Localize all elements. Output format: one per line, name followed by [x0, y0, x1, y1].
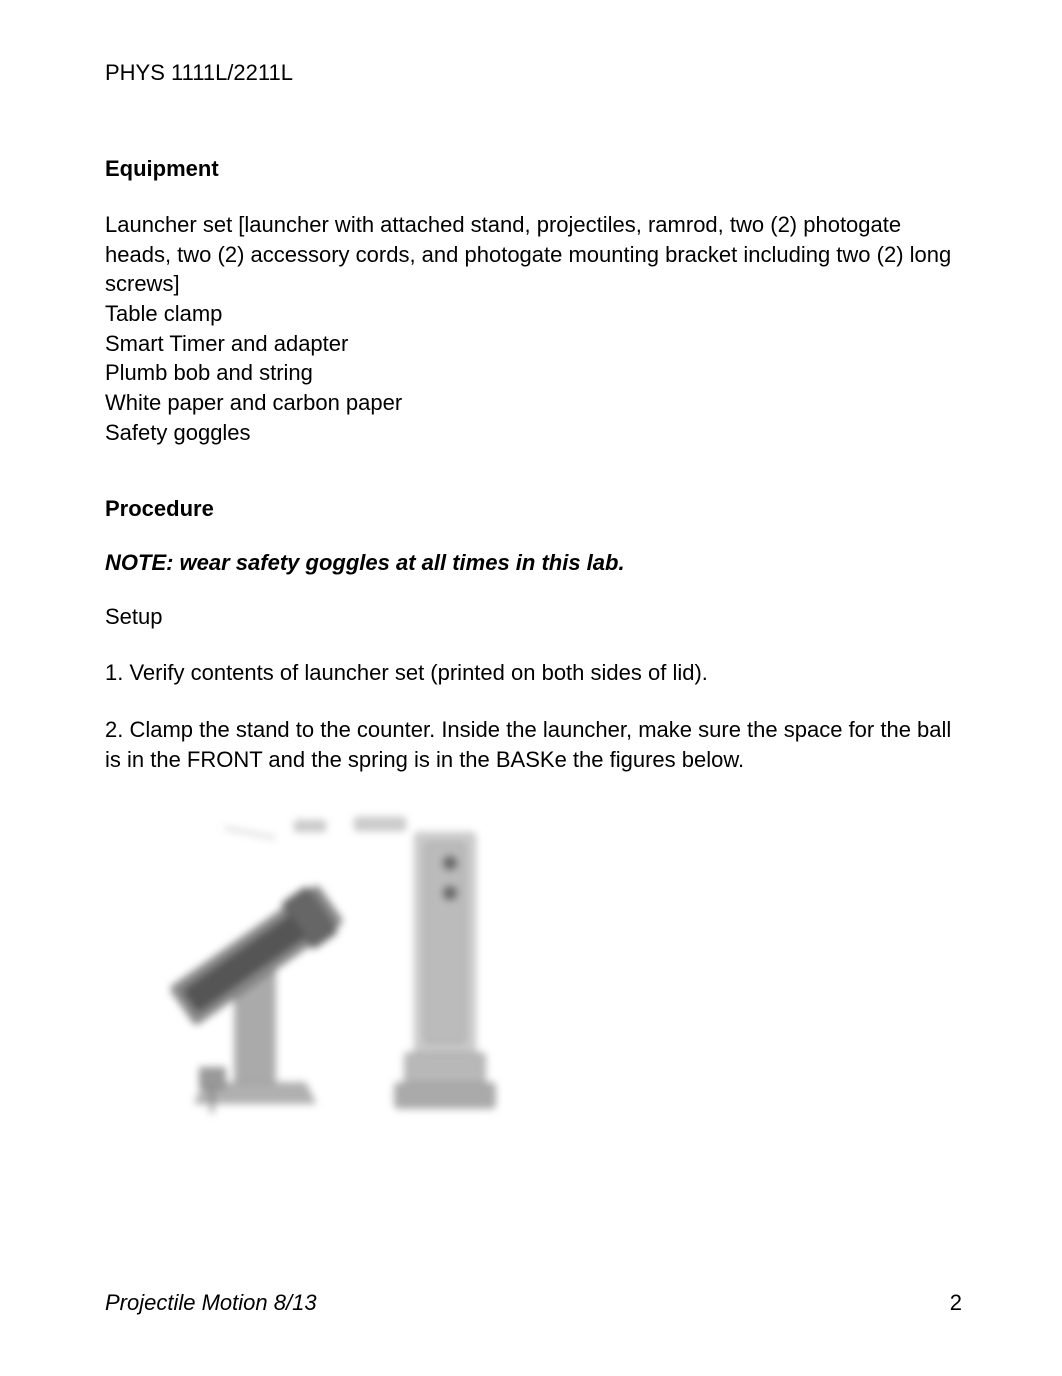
- page-footer: Projectile Motion 8/13 2: [105, 1290, 962, 1316]
- setup-label: Setup: [105, 604, 962, 630]
- step-1: 1. Verify contents of launcher set (prin…: [105, 658, 962, 688]
- course-header: PHYS 1111L/2211L: [105, 60, 962, 86]
- procedure-heading: Procedure: [105, 496, 962, 522]
- footer-title: Projectile Motion 8/13: [105, 1290, 317, 1316]
- launcher-diagram-svg: [105, 803, 545, 1123]
- step-2: 2. Clamp the stand to the counter. Insid…: [105, 715, 962, 774]
- page-number: 2: [950, 1290, 962, 1316]
- equipment-heading: Equipment: [105, 156, 962, 182]
- launcher-figure: [105, 803, 962, 1128]
- equipment-list: Launcher set [launcher with attached sta…: [105, 210, 962, 448]
- safety-note: NOTE: wear safety goggles at all times i…: [105, 550, 962, 576]
